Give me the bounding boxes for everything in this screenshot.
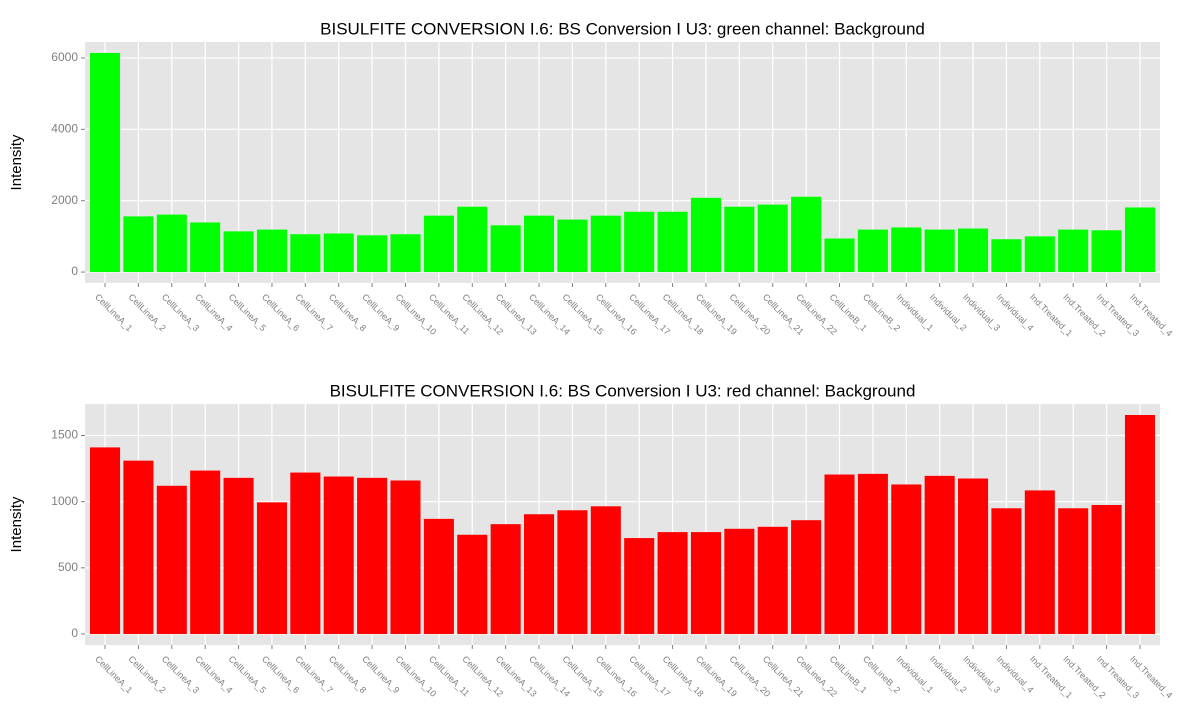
bar (190, 222, 221, 273)
y-tick-label: 1000 (51, 494, 78, 508)
bar (123, 460, 154, 635)
bar (557, 219, 588, 273)
bar (1024, 490, 1055, 635)
bar (991, 508, 1022, 635)
bar (958, 228, 989, 273)
chart-title: BISULFITE CONVERSION I.6: BS Conversion … (330, 381, 916, 400)
bar (524, 514, 555, 635)
bar (1124, 414, 1155, 635)
bar (323, 476, 354, 635)
bar (490, 524, 521, 635)
bar (924, 475, 955, 635)
bar (256, 229, 287, 273)
bar (1091, 504, 1122, 635)
y-tick-label: 1500 (51, 428, 78, 442)
y-tick-label: 2000 (51, 193, 78, 207)
bar (390, 234, 421, 273)
bar (90, 52, 121, 273)
y-tick-label: 4000 (51, 121, 78, 135)
bar (657, 532, 688, 635)
bar (223, 477, 254, 635)
bar (357, 235, 388, 273)
bar (590, 506, 621, 635)
bar (190, 470, 221, 635)
bar (457, 206, 488, 273)
bar (891, 484, 922, 635)
bar (156, 485, 187, 635)
bar (991, 239, 1022, 273)
bar (690, 197, 721, 273)
y-axis-label: Intensity (8, 496, 25, 552)
bar (290, 472, 321, 635)
bar (524, 215, 555, 273)
bar (724, 206, 755, 273)
bar (557, 510, 588, 635)
bar (290, 234, 321, 273)
bar (390, 480, 421, 635)
bar (1124, 207, 1155, 273)
bar (791, 520, 822, 635)
bar (924, 229, 955, 273)
y-tick-label: 0 (71, 264, 78, 278)
bar (824, 474, 855, 635)
bar (323, 233, 354, 273)
bar (857, 473, 888, 635)
bar (857, 229, 888, 273)
bar (457, 534, 488, 635)
bar (490, 225, 521, 273)
bar (423, 215, 454, 273)
y-tick-label: 500 (58, 560, 78, 574)
bar (90, 447, 121, 635)
bar (624, 538, 655, 635)
bar (824, 238, 855, 273)
bar (223, 231, 254, 273)
bar (123, 216, 154, 273)
bar (1058, 508, 1089, 635)
bar (624, 211, 655, 273)
bar (1058, 229, 1089, 273)
bar (1091, 230, 1122, 273)
bar (724, 528, 755, 635)
chart-title: BISULFITE CONVERSION I.6: BS Conversion … (320, 19, 925, 38)
bar (1024, 236, 1055, 273)
bar (690, 532, 721, 635)
bar (757, 204, 788, 273)
y-tick-label: 0 (71, 626, 78, 640)
bar (757, 526, 788, 635)
bar (156, 214, 187, 273)
bar (891, 227, 922, 273)
bar (590, 215, 621, 273)
bar (256, 502, 287, 635)
bar (657, 211, 688, 273)
y-tick-label: 6000 (51, 50, 78, 64)
y-axis-label: Intensity (8, 134, 25, 190)
bar (423, 518, 454, 635)
bar (791, 196, 822, 273)
bar (357, 477, 388, 635)
bar (958, 478, 989, 635)
